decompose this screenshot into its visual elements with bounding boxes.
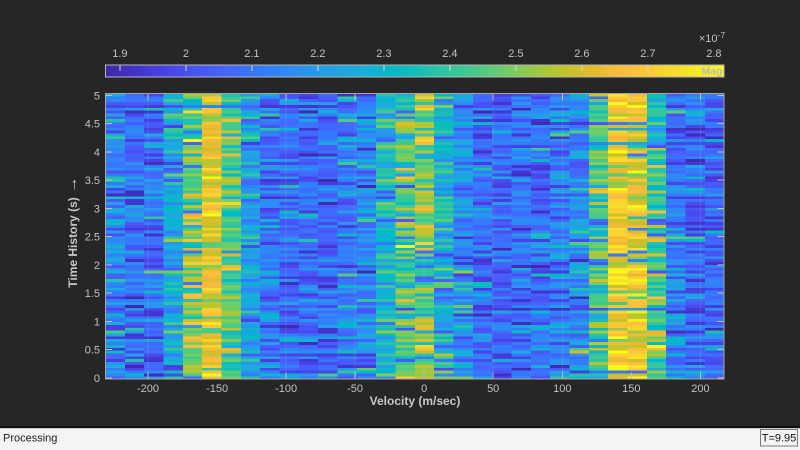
svg-text:150: 150 — [622, 383, 640, 395]
svg-text:-150: -150 — [206, 383, 228, 395]
svg-text:2: 2 — [94, 260, 100, 272]
svg-text:50: 50 — [487, 383, 499, 395]
svg-text:1.9: 1.9 — [112, 48, 127, 60]
svg-text:-50: -50 — [347, 383, 363, 395]
svg-text:2.7: 2.7 — [640, 48, 655, 60]
svg-text:3: 3 — [94, 203, 100, 215]
svg-text:100: 100 — [553, 383, 571, 395]
svg-text:↑: ↑ — [71, 176, 79, 193]
svg-text:Mag: Mag — [702, 66, 723, 78]
svg-text:0.5: 0.5 — [85, 345, 100, 357]
svg-text:2.6: 2.6 — [574, 48, 589, 60]
svg-text:2.4: 2.4 — [442, 48, 457, 60]
svg-text:-200: -200 — [137, 383, 159, 395]
svg-text:2.5: 2.5 — [85, 232, 100, 244]
svg-text:4.5: 4.5 — [85, 119, 100, 131]
svg-text:0: 0 — [421, 383, 427, 395]
svg-text:2.1: 2.1 — [244, 48, 259, 60]
svg-text:Processing: Processing — [3, 433, 57, 445]
svg-text:1: 1 — [94, 316, 100, 328]
svg-text:200: 200 — [691, 383, 709, 395]
svg-text:2: 2 — [183, 48, 189, 60]
svg-text:-100: -100 — [275, 383, 297, 395]
svg-text:2.2: 2.2 — [310, 48, 325, 60]
svg-text:T=9.95: T=9.95 — [762, 433, 797, 445]
svg-text:5: 5 — [94, 90, 100, 102]
svg-text:2.3: 2.3 — [376, 48, 391, 60]
svg-text:4: 4 — [94, 147, 100, 159]
svg-text:Time History (s): Time History (s) — [66, 197, 80, 287]
svg-text:Velocity (m/sec): Velocity (m/sec) — [370, 394, 461, 408]
svg-text:1.5: 1.5 — [85, 288, 100, 300]
svg-text:3.5: 3.5 — [85, 175, 100, 187]
svg-text:2.5: 2.5 — [508, 48, 523, 60]
svg-text:2.8: 2.8 — [706, 48, 721, 60]
svg-text:0: 0 — [94, 373, 100, 385]
